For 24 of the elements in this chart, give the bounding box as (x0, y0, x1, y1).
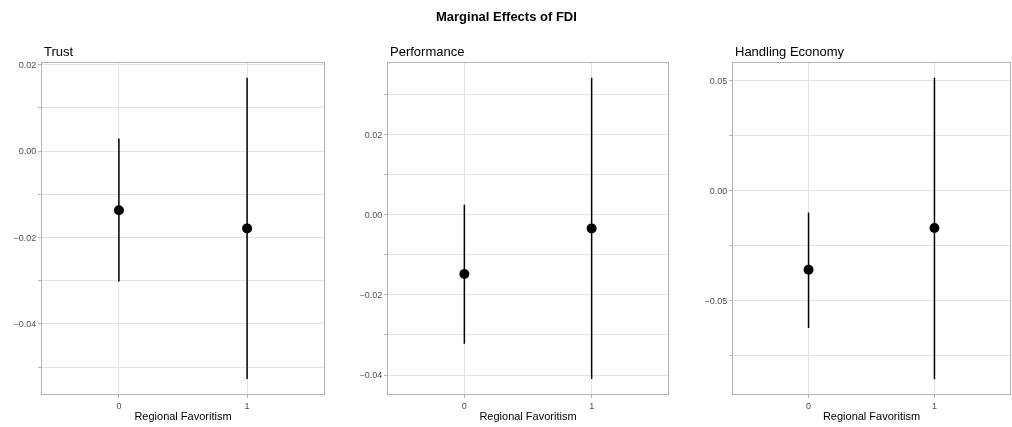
x-axis-title: Regional Favoritism (822, 410, 921, 423)
x-tick-label: 0 (461, 401, 467, 412)
x-tick-label: 1 (244, 401, 250, 412)
y-tick-label: −0.02 (359, 290, 383, 301)
y-tick-label: 0.00 (364, 209, 383, 220)
x-tick-label: 1 (931, 401, 937, 412)
y-tick-label: 0.05 (709, 75, 728, 86)
y-tick-label: −0.02 (13, 232, 37, 243)
y-tick-label: 0.00 (18, 146, 37, 157)
x-axis-title: Regional Favoritism (134, 410, 232, 423)
x-tick-label: 0 (116, 401, 122, 412)
y-tick-label: −0.04 (13, 318, 37, 329)
text: Marginal Effects of FDI (436, 9, 577, 24)
y-tick-label: −0.04 (359, 370, 383, 381)
y-tick-label: 0.00 (709, 185, 728, 196)
x-tick-label: 0 (806, 401, 812, 412)
x-axis-title: Regional Favoritism (479, 410, 577, 423)
chart-title: Performance (390, 44, 465, 59)
y-tick-label: 0.02 (364, 129, 383, 140)
x-tick-label: 1 (589, 401, 595, 412)
chart-title: Handling Economy (735, 44, 845, 59)
y-tick-label: 0.02 (18, 59, 37, 70)
y-tick-label: −0.05 (704, 295, 728, 306)
chart-title: Trust (44, 44, 74, 59)
